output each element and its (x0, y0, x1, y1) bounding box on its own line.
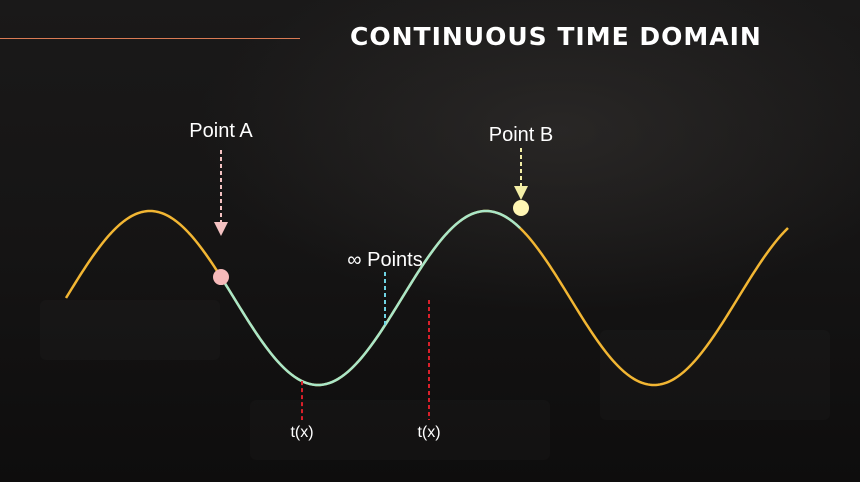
time-label-right: t(x) (417, 424, 440, 441)
slide-title: CONTINUOUS TIME DOMAIN (350, 22, 762, 51)
point-b-label: Point B (489, 124, 553, 146)
point-b-marker (513, 200, 529, 216)
highlighted-segment (220, 209, 521, 387)
point-a-marker (213, 269, 229, 286)
sine-wave (64, 209, 789, 387)
time-label-left: t(x) (290, 424, 313, 441)
infinite-points-label: ∞ Points (347, 249, 422, 271)
point-a-label: Point A (189, 120, 253, 142)
accent-line (0, 38, 300, 39)
